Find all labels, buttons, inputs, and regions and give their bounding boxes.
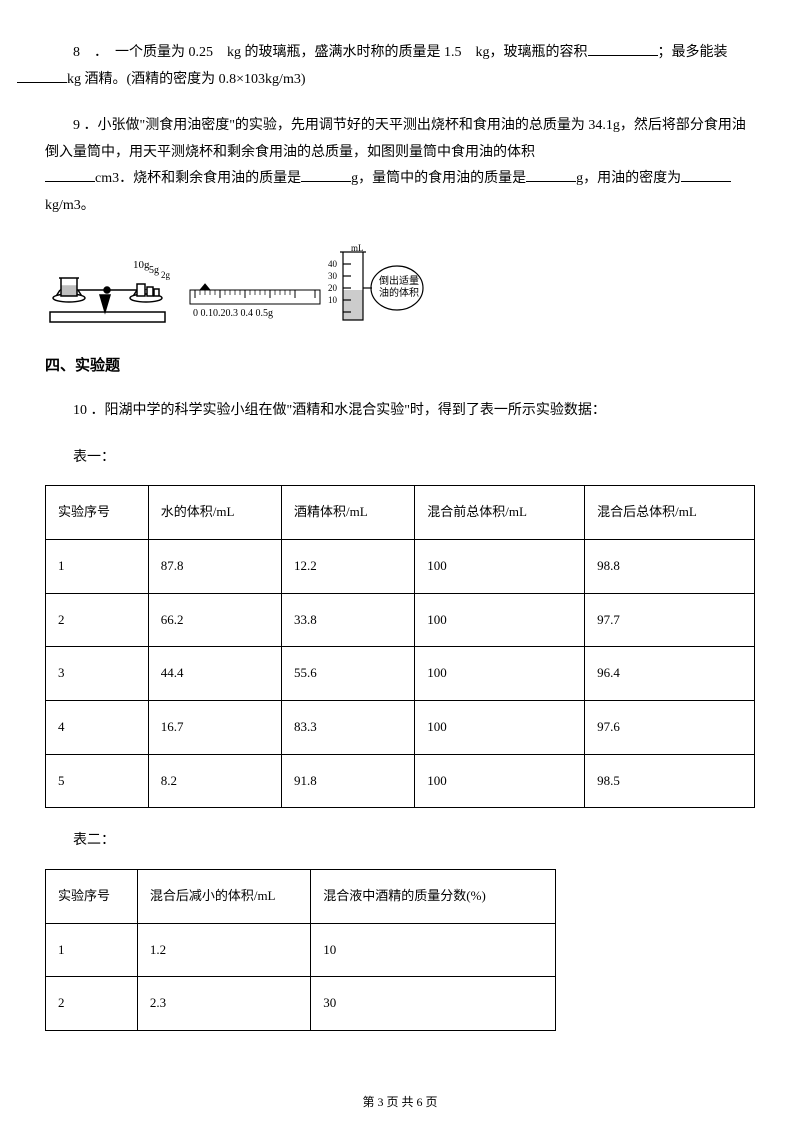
cell: 100 bbox=[415, 647, 585, 701]
cell: 4 bbox=[46, 701, 149, 755]
blank-fill[interactable] bbox=[588, 42, 658, 56]
table-row: 实验序号 水的体积/mL 酒精体积/mL 混合前总体积/mL 混合后总体积/mL bbox=[46, 486, 755, 540]
q9-text-1: 9 ．小张做"测食用油密度"的实验，先用调节好的天平测出烧杯和食用油的总质量为 … bbox=[45, 118, 746, 160]
question-8: 8 ． 一个质量为 0.25 kg 的玻璃瓶，盛满水时称的质量是 1.5 kg，… bbox=[45, 40, 755, 93]
cyl-40: 40 bbox=[328, 259, 338, 269]
callout-line2: 油的体积 bbox=[379, 286, 419, 299]
table-row: 266.233.810097.7 bbox=[46, 593, 755, 647]
cell: 100 bbox=[415, 754, 585, 808]
cyl-10: 10 bbox=[328, 295, 338, 305]
table-2: 实验序号 混合后减小的体积/mL 混合液中酒精的质量分数(%) 11.210 2… bbox=[45, 869, 556, 1031]
cell: 97.6 bbox=[585, 701, 755, 755]
blank-fill[interactable] bbox=[17, 69, 67, 83]
q9-text-2: cm3．烧杯和剩余食用油的质量是 bbox=[95, 171, 301, 186]
page-footer: 第 3 页 共 6 页 bbox=[0, 1091, 800, 1114]
q8-text-2: ；最多能装 bbox=[658, 45, 728, 60]
cell: 96.4 bbox=[585, 647, 755, 701]
cyl-30: 30 bbox=[328, 271, 338, 281]
question-10: 10 ．阳湖中学的科学实验小组在做"酒精和水混合实验"时，得到了表一所示实验数据… bbox=[45, 398, 755, 425]
question-9: 9 ．小张做"测食用油密度"的实验，先用调节好的天平测出烧杯和食用油的总质量为 … bbox=[45, 113, 755, 219]
cell: 2 bbox=[46, 977, 138, 1031]
q8-text-3: kg 酒精。(酒精的密度为 0.8×103kg/m3) bbox=[67, 72, 306, 87]
cell: 98.5 bbox=[585, 754, 755, 808]
cell: 2 bbox=[46, 593, 149, 647]
table-row: 187.812.210098.8 bbox=[46, 539, 755, 593]
table-row: 11.210 bbox=[46, 923, 556, 977]
cell: 5 bbox=[46, 754, 149, 808]
cell: 3 bbox=[46, 647, 149, 701]
table-header: 酒精体积/mL bbox=[282, 486, 415, 540]
cell: 100 bbox=[415, 539, 585, 593]
blank-fill[interactable] bbox=[526, 168, 576, 182]
cell: 91.8 bbox=[282, 754, 415, 808]
table-row: 22.330 bbox=[46, 977, 556, 1031]
table-header: 混合后总体积/mL bbox=[585, 486, 755, 540]
table-row: 58.291.810098.5 bbox=[46, 754, 755, 808]
cyl-unit: mL bbox=[351, 243, 364, 253]
cell: 44.4 bbox=[148, 647, 281, 701]
ruler-marks: 0 0.10.20.3 0.4 0.5g bbox=[193, 308, 273, 319]
table-header: 混合后减小的体积/mL bbox=[137, 869, 310, 923]
table-row: 实验序号 混合后减小的体积/mL 混合液中酒精的质量分数(%) bbox=[46, 869, 556, 923]
q9-text-4: g，用油的密度为 bbox=[576, 171, 681, 186]
q10-text: 10 ．阳湖中学的科学实验小组在做"酒精和水混合实验"时，得到了表一所示实验数据… bbox=[73, 403, 606, 418]
cell: 1.2 bbox=[137, 923, 310, 977]
weight-label-2g: 2g bbox=[161, 270, 171, 280]
table-header: 实验序号 bbox=[46, 486, 149, 540]
cell: 66.2 bbox=[148, 593, 281, 647]
weight-label-10g: 10g bbox=[133, 259, 150, 271]
cell: 2.3 bbox=[137, 977, 310, 1031]
cell: 1 bbox=[46, 539, 149, 593]
cell: 12.2 bbox=[282, 539, 415, 593]
table-header: 混合液中酒精的质量分数(%) bbox=[311, 869, 556, 923]
cell: 30 bbox=[311, 977, 556, 1031]
table-row: 416.783.310097.6 bbox=[46, 701, 755, 755]
experiment-figure: 10g 5g 2g 0 0.10.20.3 0.4 0.5g bbox=[45, 240, 755, 330]
q9-text-3: g，量筒中的食用油的质量是 bbox=[351, 171, 526, 186]
blank-fill[interactable] bbox=[45, 168, 95, 182]
q8-text-1: 8 ． 一个质量为 0.25 kg 的玻璃瓶，盛满水时称的质量是 1.5 kg，… bbox=[73, 45, 588, 60]
cell: 8.2 bbox=[148, 754, 281, 808]
cell: 98.8 bbox=[585, 539, 755, 593]
cell: 33.8 bbox=[282, 593, 415, 647]
table2-label: 表二： bbox=[45, 828, 755, 855]
blank-fill[interactable] bbox=[681, 168, 731, 182]
cell: 87.8 bbox=[148, 539, 281, 593]
table-header: 混合前总体积/mL bbox=[415, 486, 585, 540]
cell: 83.3 bbox=[282, 701, 415, 755]
cell: 16.7 bbox=[148, 701, 281, 755]
callout-line1: 倒出适量 bbox=[379, 274, 419, 287]
weight-label-5g: 5g bbox=[149, 265, 159, 276]
cyl-20: 20 bbox=[328, 283, 338, 293]
table-row: 344.455.610096.4 bbox=[46, 647, 755, 701]
blank-fill[interactable] bbox=[301, 168, 351, 182]
table-header: 水的体积/mL bbox=[148, 486, 281, 540]
cell: 97.7 bbox=[585, 593, 755, 647]
table-1: 实验序号 水的体积/mL 酒精体积/mL 混合前总体积/mL 混合后总体积/mL… bbox=[45, 485, 755, 808]
cell: 100 bbox=[415, 593, 585, 647]
section-4-title: 四、实验题 bbox=[45, 352, 755, 381]
table-header: 实验序号 bbox=[46, 869, 138, 923]
q9-text-5: kg/m3。 bbox=[45, 198, 95, 213]
cell: 55.6 bbox=[282, 647, 415, 701]
cell: 100 bbox=[415, 701, 585, 755]
cell: 10 bbox=[311, 923, 556, 977]
table1-label: 表一： bbox=[45, 445, 755, 472]
cell: 1 bbox=[46, 923, 138, 977]
